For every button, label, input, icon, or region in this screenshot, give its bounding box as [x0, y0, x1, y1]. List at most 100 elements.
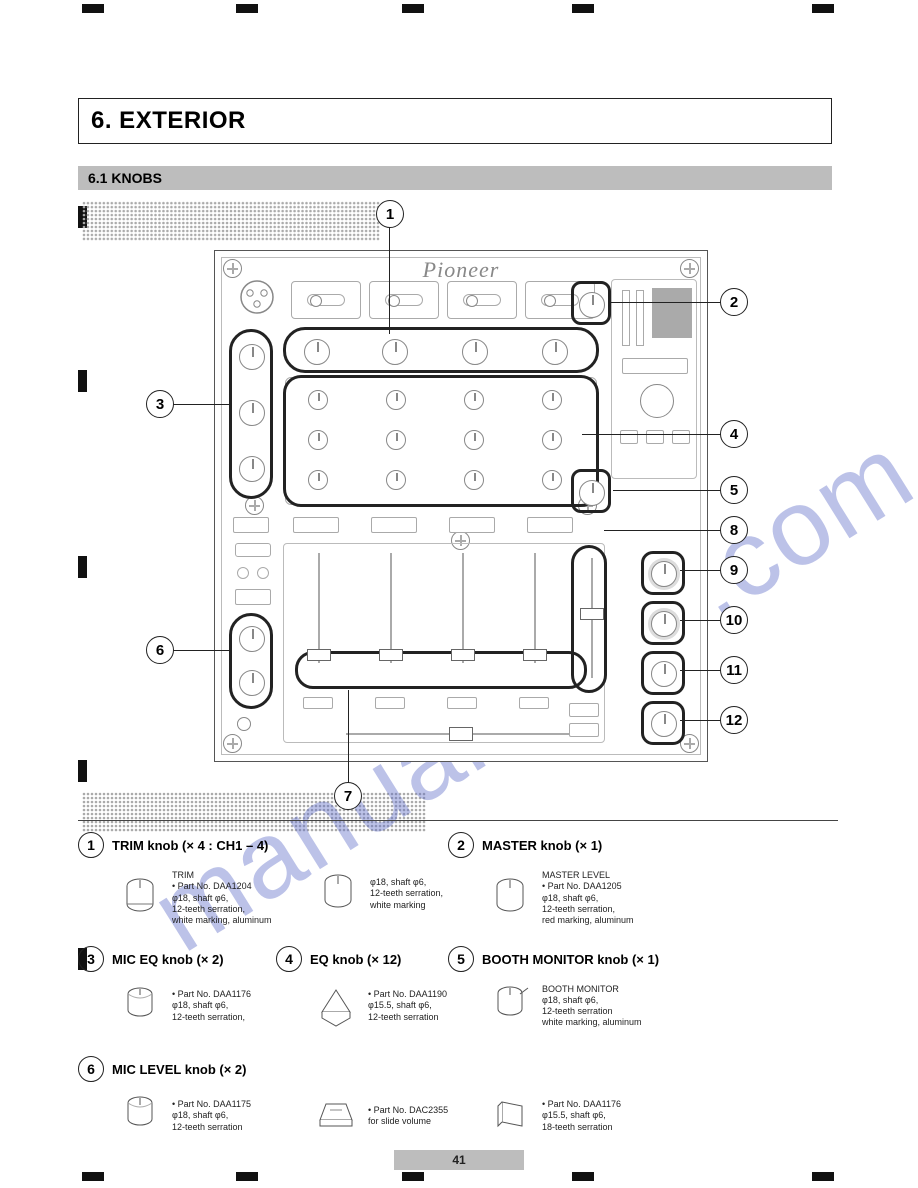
mixer-panel-diagram: Pioneer: [214, 250, 708, 762]
legend-label: BOOTH MONITOR: [542, 984, 642, 995]
legend-part: • Part No. DAA1176: [542, 1099, 621, 1110]
legend-spec: φ15.5, shaft φ6,: [368, 1000, 447, 1011]
group-trim: [283, 327, 599, 373]
crop-mark: [78, 556, 87, 578]
leader-line: [611, 302, 725, 303]
section-title-text: 6. EXTERIOR: [91, 107, 246, 135]
crop-mark: [236, 1172, 258, 1181]
channel-fader: [385, 553, 397, 663]
fx-display: [652, 288, 692, 338]
crop-mark: [402, 1172, 424, 1181]
crop-mark: [82, 1172, 104, 1181]
screw-icon: [223, 734, 242, 753]
crop-mark: [78, 760, 87, 782]
legend-title: BOOTH MONITOR knob (× 1): [482, 952, 659, 967]
legend-heading-2: 2 MASTER knob (× 1): [448, 832, 602, 858]
crop-mark: [572, 1172, 594, 1181]
leader-line: [604, 530, 726, 531]
legend-spec: 12-teeth serration,: [172, 1012, 251, 1023]
knob-figure-icon: [118, 982, 162, 1030]
callout-circle-5: 5: [720, 476, 748, 504]
group-knob-11: [641, 651, 685, 695]
legend-divider: [78, 820, 838, 821]
channel-selector: [291, 281, 361, 319]
legend-spec: 12-teeth serration: [368, 1012, 447, 1023]
legend-spec: for slide volume: [368, 1116, 448, 1127]
legend-heading-6: 6 MIC LEVEL knob (× 2): [78, 1056, 246, 1082]
subsection-bar: 6.1 KNOBS: [78, 166, 832, 190]
leader-line: [389, 216, 390, 334]
callout-number: 9: [730, 562, 738, 579]
group-mic-eq: [229, 329, 273, 499]
indicator-icon: [237, 567, 249, 579]
channel-selector: [447, 281, 517, 319]
group-knob-10: [641, 601, 685, 645]
legend-spec: red marking, aluminum: [542, 915, 634, 926]
legend-heading-1: 1 TRIM knob (× 4 : CH1 – 4): [78, 832, 268, 858]
group-knob-9: [641, 551, 685, 595]
fx-small-button: [646, 430, 664, 444]
leader-line: [168, 404, 232, 405]
legend-cell-8: • Part No. DAA1176 φ15.5, shaft φ6, 18-t…: [488, 1092, 718, 1140]
channel-fader: [529, 553, 541, 663]
cue-master-button: [559, 517, 595, 533]
cf-assign: [375, 697, 405, 709]
legend-heading-3: 3 MIC EQ knob (× 2): [78, 946, 224, 972]
legend-title: MIC EQ knob (× 2): [112, 952, 224, 967]
legend-part: • Part No. DAA1175: [172, 1099, 251, 1110]
halftone-marker: [82, 792, 426, 832]
fader-cap-figure-icon: [314, 1092, 358, 1140]
legend-part: • Part No. DAA1204: [172, 881, 272, 892]
legend-title: MASTER knob (× 1): [482, 838, 602, 853]
legend-spec: 12-teeth serration,: [370, 888, 443, 899]
legend-num: 2: [448, 832, 474, 858]
legend-cell-2: MASTER LEVEL • Part No. DAA1205 φ18, sha…: [488, 870, 718, 926]
curve-switch: [569, 703, 599, 717]
callout-number: 3: [156, 396, 164, 413]
level-meter: [622, 290, 630, 346]
legend-part: • Part No. DAA1205: [542, 881, 634, 892]
mic-switch: [235, 543, 271, 557]
group-booth: [571, 469, 611, 513]
level-meter: [636, 290, 644, 346]
callout-circle-12: 12: [720, 706, 748, 734]
section-title: 6. EXTERIOR: [78, 98, 832, 144]
crop-mark: [812, 1172, 834, 1181]
callout-number: 6: [156, 642, 164, 659]
legend-title: MIC LEVEL knob (× 2): [112, 1062, 246, 1077]
knob-figure-icon: [314, 982, 358, 1030]
legend-spec: 12-teeth serration: [542, 1006, 642, 1017]
cf-assign: [303, 697, 333, 709]
callout-number: 8: [730, 522, 738, 539]
callout-circle-11: 11: [720, 656, 748, 684]
callout-circle-3: 3: [146, 390, 174, 418]
screw-icon: [680, 259, 699, 278]
jog-icon: [640, 384, 674, 418]
channel-fader: [457, 553, 469, 663]
crop-mark: [82, 4, 104, 13]
leader-line: [348, 690, 349, 786]
legend-spec: 12-teeth serration: [172, 1122, 251, 1133]
group-master: [571, 281, 611, 325]
callout-number: 2: [730, 294, 738, 311]
cue-button: [371, 517, 417, 533]
group-mic-level: [229, 613, 273, 709]
legend-part: • Part No. DAA1190: [368, 989, 447, 1000]
group-knob-12: [641, 701, 685, 745]
callout-number: 5: [730, 482, 738, 499]
mic-button: [233, 517, 269, 533]
fx-small-button: [672, 430, 690, 444]
crop-mark: [236, 4, 258, 13]
crop-mark: [78, 370, 87, 392]
callout-circle-9: 9: [720, 556, 748, 584]
brand-logo: Pioneer: [423, 257, 500, 283]
leader-line: [168, 650, 230, 651]
page-number-bar: 41: [394, 1150, 524, 1170]
legend-spec: white marking, aluminum: [542, 1017, 642, 1028]
legend-num: 4: [276, 946, 302, 972]
legend-num: 6: [78, 1056, 104, 1082]
crop-mark: [402, 4, 424, 13]
group-eq: [283, 375, 599, 507]
callout-number: 4: [730, 426, 738, 443]
callout-number: 11: [726, 662, 742, 679]
